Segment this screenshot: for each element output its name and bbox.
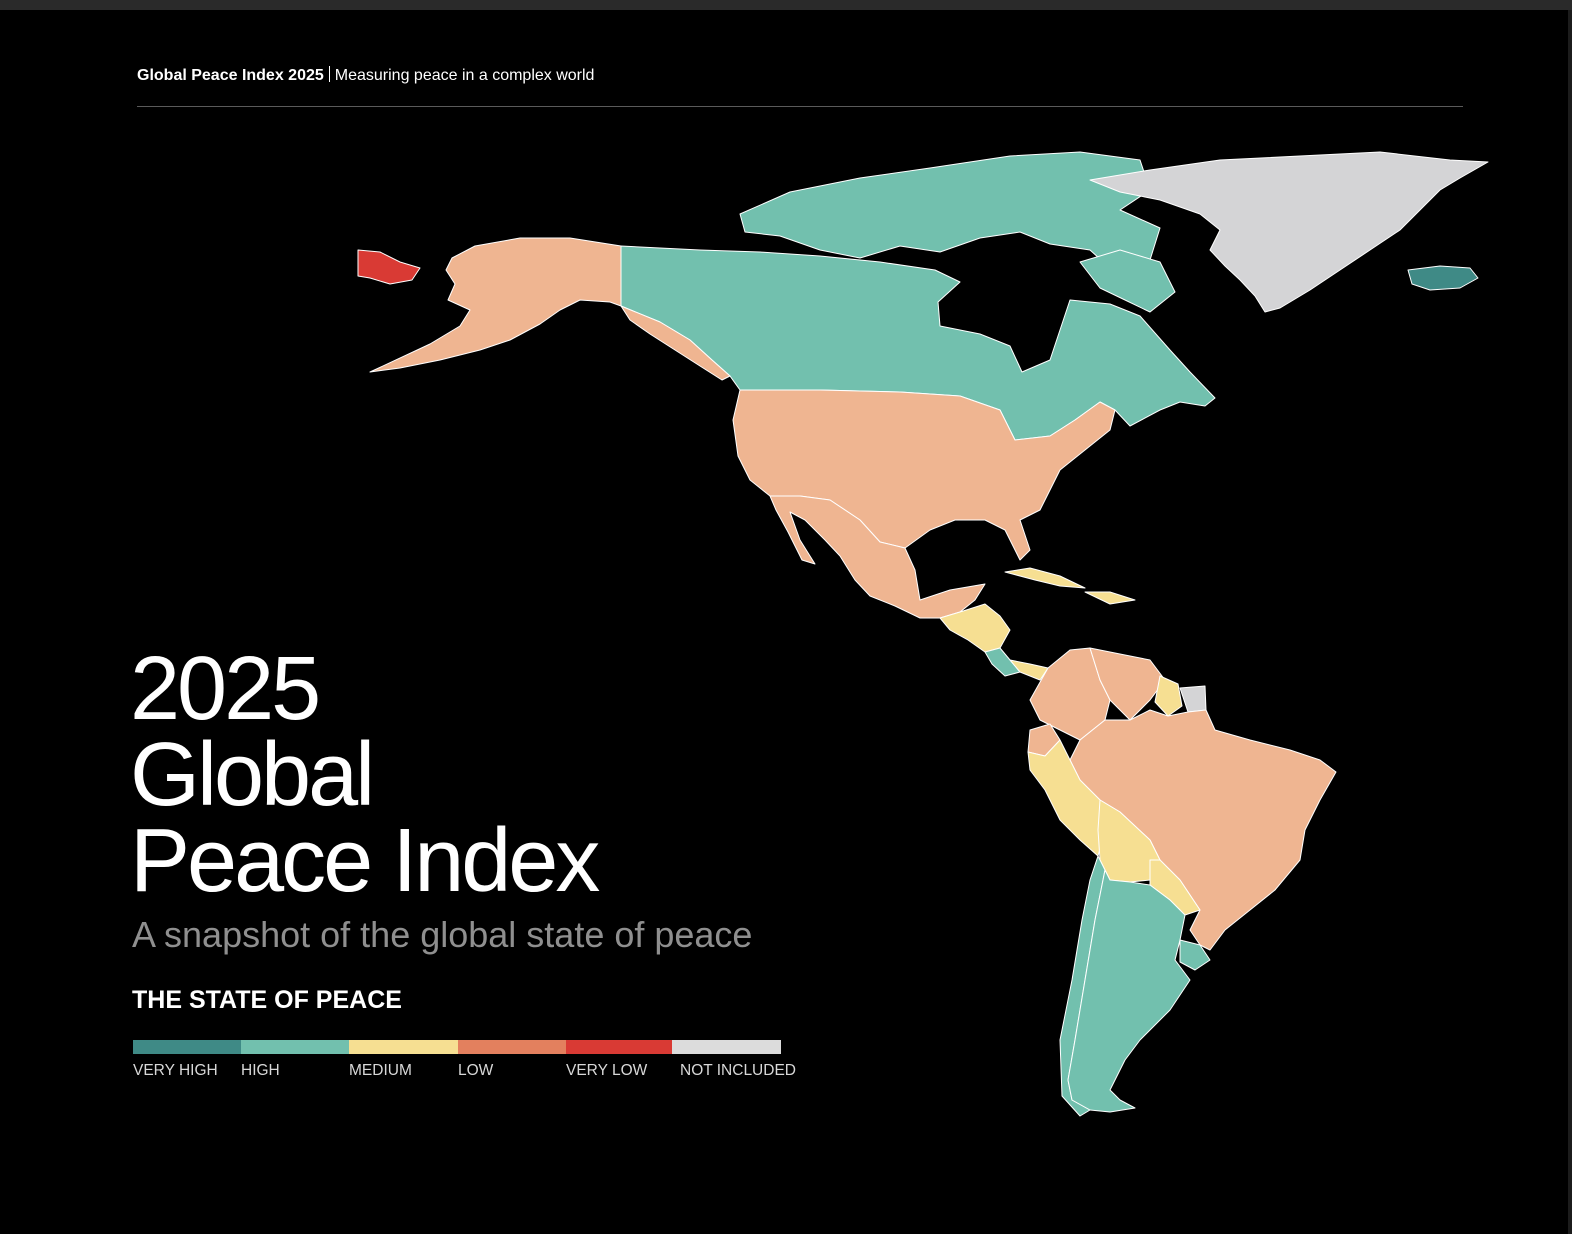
- hero-title-line3: Peace Index: [130, 811, 600, 911]
- legend-swatch: [133, 1040, 241, 1054]
- legend-item-medium: MEDIUM: [349, 1040, 458, 1079]
- legend-swatch: [458, 1040, 566, 1054]
- central-america: [939, 603, 1011, 653]
- bolivia: [1097, 799, 1161, 883]
- hispaniola: [1084, 591, 1136, 605]
- venezuela: [1089, 647, 1166, 721]
- report-title: Global Peace Index 2025: [137, 67, 324, 84]
- legend-item-high: HIGH: [241, 1040, 349, 1079]
- iceland: [1407, 265, 1479, 291]
- hero-tagline: A snapshot of the global state of peace: [132, 914, 753, 955]
- guyana: [1154, 675, 1183, 717]
- canada-baffin-island: [1079, 249, 1176, 313]
- legend: VERY HIGH HIGH MEDIUM LOW VERY LOW NOT I…: [133, 1040, 833, 1080]
- legend-label: HIGH: [241, 1062, 280, 1079]
- mexico: [769, 495, 986, 619]
- legend-swatch: [672, 1040, 781, 1054]
- legend-item-not-included: NOT INCLUDED: [672, 1040, 796, 1079]
- hero-title: 2025 Global Peace Index: [130, 639, 600, 911]
- argentina: [1067, 869, 1191, 1113]
- canada-arctic-islands: [739, 151, 1161, 269]
- report-subtitle: Measuring peace in a complex world: [334, 67, 595, 84]
- legend-item-very-low: VERY LOW: [566, 1040, 672, 1079]
- uruguay: [1179, 939, 1211, 971]
- cuba: [1004, 567, 1086, 589]
- legend-label: NOT INCLUDED: [680, 1062, 796, 1079]
- legend-label: VERY HIGH: [133, 1062, 218, 1079]
- legend-swatch: [566, 1040, 672, 1054]
- legend-item-very-high: VERY HIGH: [133, 1040, 241, 1079]
- panama: [1009, 659, 1049, 681]
- window-top-bar: [0, 0, 1572, 10]
- suriname: [1179, 685, 1207, 713]
- greenland: [1089, 151, 1489, 313]
- united-states-alaska: [369, 237, 622, 373]
- window-right-edge: [1568, 10, 1572, 1234]
- hero-title-line2: Global: [130, 725, 375, 825]
- united-states-alaska-panhandle: [620, 305, 731, 381]
- russia-chukotka: [357, 249, 421, 285]
- legend-swatch: [241, 1040, 349, 1054]
- legend-title: THE STATE OF PEACE: [132, 986, 402, 1014]
- legend-swatch: [349, 1040, 458, 1054]
- report-header: Global Peace Index 2025 Measuring peace i…: [137, 66, 1463, 107]
- legend-label: MEDIUM: [349, 1062, 412, 1079]
- legend-item-low: LOW: [458, 1040, 566, 1079]
- hero-title-year: 2025: [130, 639, 321, 739]
- legend-label: LOW: [458, 1062, 494, 1079]
- header-separator: [328, 66, 330, 82]
- legend-label: VERY LOW: [566, 1062, 648, 1079]
